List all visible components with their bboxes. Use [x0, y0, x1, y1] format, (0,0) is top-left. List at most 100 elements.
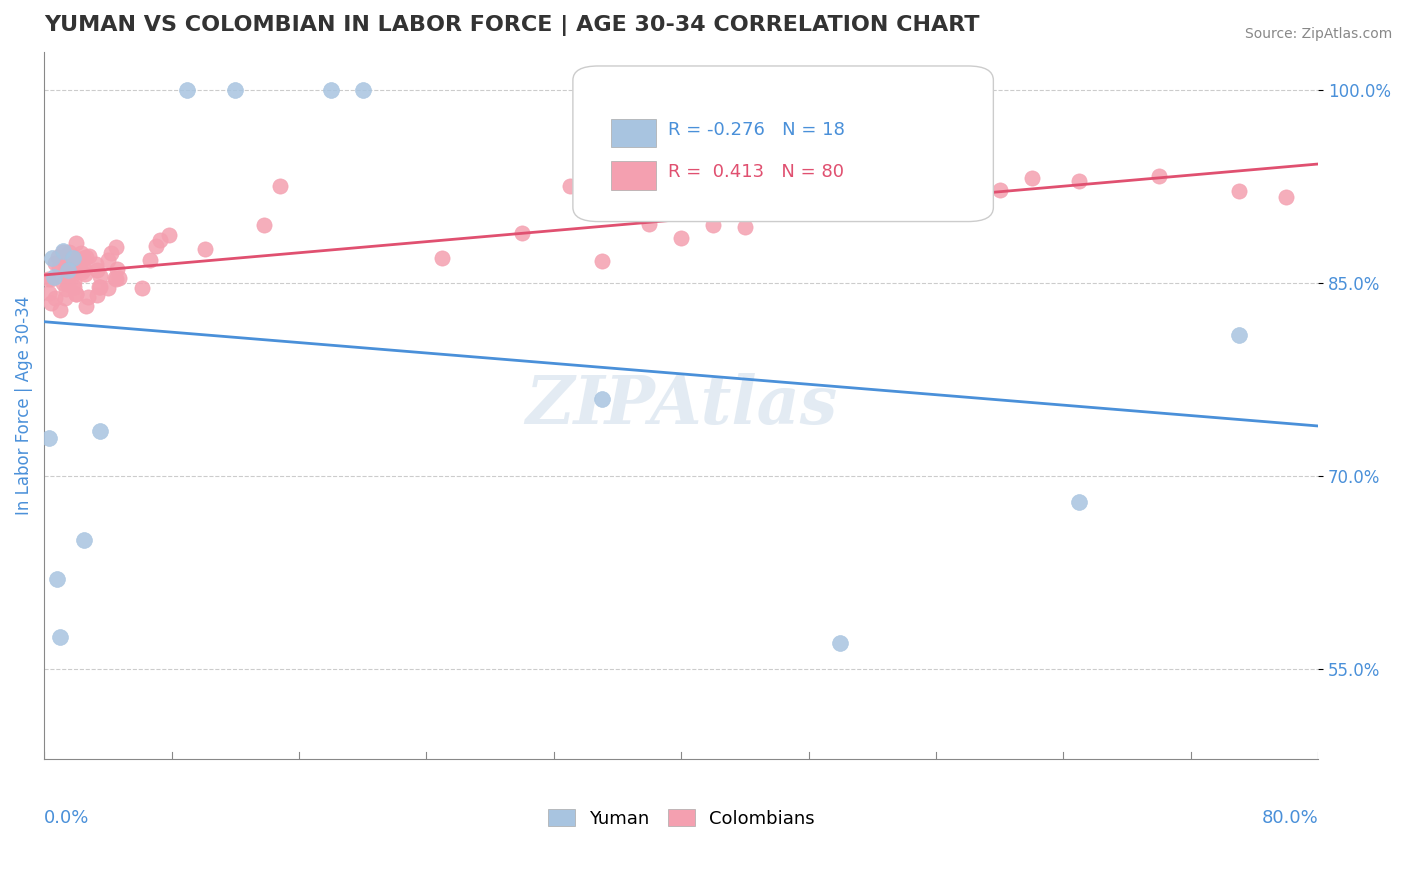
Point — [42, 269, 65, 284]
Point — [69, 245, 91, 260]
Point — [45, 572, 67, 586]
Point — [44, 291, 66, 305]
Point — [145, 239, 167, 253]
Text: R = -0.276   N = 18: R = -0.276 N = 18 — [668, 120, 845, 138]
Point — [956, 196, 979, 211]
Point — [908, 179, 931, 194]
Point — [63, 275, 86, 289]
Point — [65, 236, 87, 251]
Point — [749, 202, 772, 216]
Point — [860, 166, 883, 180]
Point — [63, 251, 86, 265]
Point — [41, 251, 63, 265]
FancyBboxPatch shape — [612, 119, 655, 147]
Point — [157, 227, 180, 242]
Text: YUMAN VS COLOMBIAN IN LABOR FORCE | AGE 30-34 CORRELATION CHART: YUMAN VS COLOMBIAN IN LABOR FORCE | AGE … — [44, 15, 980, 36]
Point — [104, 239, 127, 253]
Text: ZIPAtlas: ZIPAtlas — [524, 373, 838, 438]
Point — [75, 299, 97, 313]
Point — [60, 257, 83, 271]
Point — [53, 252, 76, 267]
Point — [70, 256, 93, 270]
FancyBboxPatch shape — [612, 161, 655, 190]
Point — [194, 243, 217, 257]
Point — [55, 282, 77, 296]
Point — [97, 281, 120, 295]
Point — [65, 287, 87, 301]
Point — [104, 271, 127, 285]
Point — [37, 272, 59, 286]
Point — [60, 262, 83, 277]
Point — [49, 302, 72, 317]
Point — [104, 272, 127, 286]
Point — [269, 178, 291, 193]
Point — [319, 83, 342, 97]
Point — [86, 288, 108, 302]
Point — [100, 246, 122, 260]
Point — [49, 630, 72, 644]
Point — [77, 290, 100, 304]
Point — [56, 269, 79, 284]
Point — [97, 253, 120, 268]
Point — [1021, 171, 1043, 186]
Point — [63, 256, 86, 270]
Point — [73, 533, 96, 548]
Point — [149, 233, 172, 247]
Point — [62, 251, 84, 265]
Point — [87, 280, 110, 294]
Point — [797, 186, 820, 201]
Point — [107, 271, 129, 285]
Point — [105, 262, 128, 277]
Point — [669, 230, 692, 244]
Point — [72, 251, 94, 265]
Point — [510, 226, 533, 240]
Point — [138, 252, 160, 267]
Point — [73, 262, 96, 277]
Point — [86, 263, 108, 277]
FancyBboxPatch shape — [572, 66, 994, 221]
Point — [63, 266, 86, 280]
Point — [39, 272, 62, 286]
Point — [56, 277, 79, 292]
Point — [84, 257, 107, 271]
Text: Source: ZipAtlas.com: Source: ZipAtlas.com — [1244, 27, 1392, 41]
Text: R =  0.413   N = 80: R = 0.413 N = 80 — [668, 163, 845, 181]
Point — [52, 244, 75, 259]
Point — [591, 253, 613, 268]
Point — [253, 218, 276, 232]
Point — [56, 263, 79, 277]
Point — [38, 286, 60, 301]
Point — [39, 295, 62, 310]
Point — [638, 217, 661, 231]
Point — [89, 268, 111, 283]
Point — [38, 431, 60, 445]
Point — [52, 244, 75, 259]
Point — [52, 277, 75, 291]
Point — [988, 183, 1011, 197]
Text: 80.0%: 80.0% — [1261, 808, 1319, 827]
Point — [1275, 189, 1298, 203]
Point — [48, 260, 70, 275]
Point — [1069, 174, 1091, 188]
Point — [1147, 169, 1170, 184]
Point — [558, 178, 581, 193]
Point — [1069, 495, 1091, 509]
Point — [702, 218, 724, 232]
Point — [44, 255, 66, 269]
Point — [77, 249, 100, 263]
Point — [55, 265, 77, 279]
Point — [89, 424, 111, 438]
Point — [432, 252, 454, 266]
Point — [734, 219, 756, 234]
Point — [1227, 184, 1250, 198]
Y-axis label: In Labor Force | Age 30-34: In Labor Force | Age 30-34 — [15, 296, 32, 515]
Point — [89, 279, 111, 293]
Point — [58, 244, 80, 259]
Point — [176, 83, 198, 97]
Point — [830, 636, 852, 650]
Point — [65, 287, 87, 301]
Point — [224, 83, 246, 97]
Point — [352, 83, 374, 97]
Point — [830, 193, 852, 207]
Point — [591, 392, 613, 406]
